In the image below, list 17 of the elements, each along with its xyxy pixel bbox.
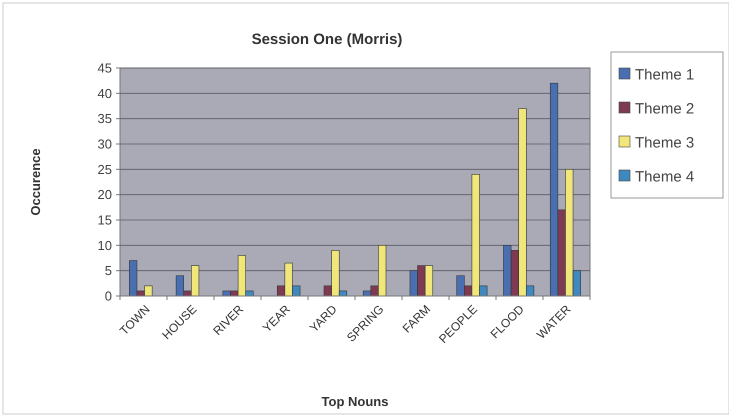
legend-label: Theme 4	[635, 168, 694, 186]
y-axis-title: Occurence	[28, 148, 43, 216]
y-tick-label: 0	[104, 288, 112, 304]
x-axis-title: Top Nouns	[322, 394, 388, 409]
y-tick-label: 40	[98, 86, 112, 101]
y-tick-label: 10	[98, 238, 112, 253]
y-tick-label: 25	[98, 162, 112, 177]
y-tick-label: 45	[98, 60, 112, 76]
legend-label: Theme 1	[635, 66, 694, 84]
legend-label: Theme 2	[635, 100, 694, 118]
y-tick-label: 15	[98, 212, 112, 228]
y-tick-label: 20	[98, 187, 112, 202]
y-tick-label: 5	[104, 263, 112, 278]
y-tick-label: 35	[98, 111, 112, 126]
chart-title: Session One (Morris)	[252, 31, 402, 48]
legend-label: Theme 3	[635, 134, 694, 152]
y-tick-label: 30	[98, 136, 112, 152]
